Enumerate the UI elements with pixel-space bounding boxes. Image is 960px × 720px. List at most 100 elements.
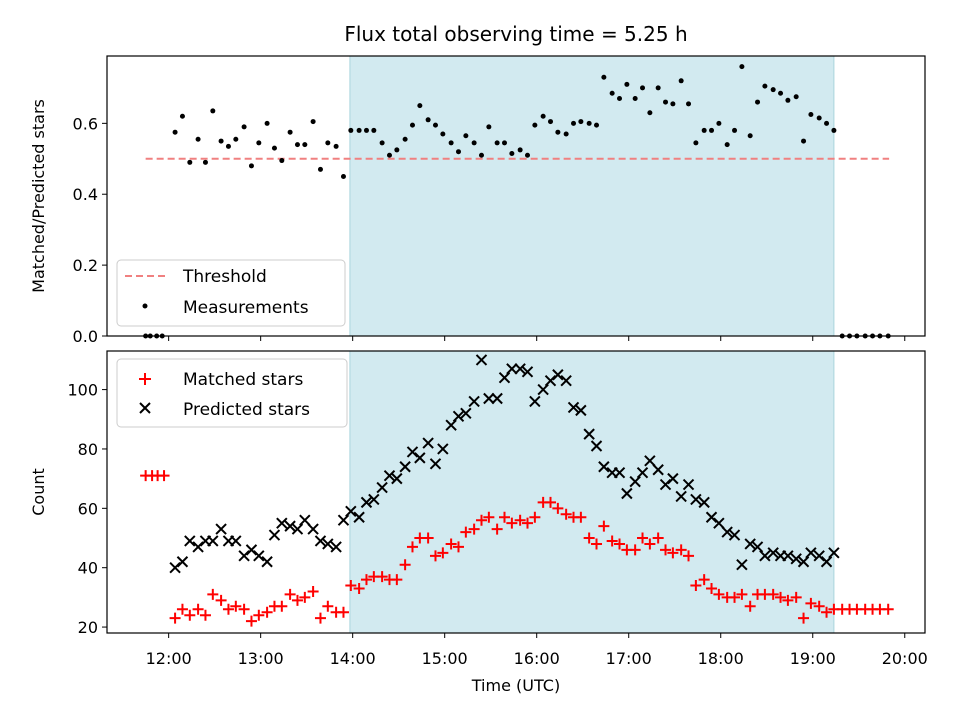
matched-stars-point — [652, 532, 664, 544]
measurements-point — [363, 127, 369, 133]
matched-stars-point — [445, 538, 457, 550]
matched-stars-point — [307, 585, 319, 597]
matched-stars-point — [522, 517, 534, 529]
measurements-point — [670, 101, 676, 107]
measurements-point — [778, 90, 784, 96]
measurements-point — [248, 163, 254, 169]
predicted-stars-point — [698, 496, 710, 509]
measurements-point — [632, 96, 638, 102]
predicted-stars-point — [644, 455, 656, 467]
predicted-stars-point — [736, 559, 748, 571]
measurements-point — [187, 159, 193, 165]
measurements-point — [494, 140, 500, 146]
measurements-point — [816, 115, 822, 121]
measurements-point — [486, 124, 492, 130]
predicted-stars-point — [422, 437, 434, 449]
measurements-point — [241, 124, 247, 130]
bottom-panel-frame — [106, 350, 926, 634]
matched-stars-point — [222, 603, 234, 615]
matched-stars-point — [798, 612, 810, 624]
y-tick-label: 40 — [78, 559, 98, 578]
predicted-stars-point — [337, 514, 350, 526]
matched-stars-point — [675, 544, 687, 556]
predicted-stars-point — [176, 556, 189, 568]
legend-measurements-label: Measurements — [183, 298, 309, 318]
measurements-point — [555, 129, 561, 135]
matched-stars-point — [276, 600, 288, 612]
predicted-stars-point — [345, 505, 357, 518]
matched-stars-point — [238, 603, 250, 615]
matched-stars-point — [790, 591, 802, 603]
bottom-panel-axes: 20 40 60 80 100 — [67, 381, 906, 638]
measurements-point — [678, 78, 684, 84]
measurements-point — [294, 142, 300, 148]
matched-stars-point — [230, 600, 242, 612]
matched-stars-point — [299, 591, 311, 603]
matched-stars-point — [192, 603, 204, 615]
measurements-point — [340, 174, 346, 180]
x-tick-label: 16:00 — [514, 649, 560, 668]
y-tick-label: 60 — [78, 499, 98, 518]
matched-stars-point — [491, 523, 503, 535]
measurements-point — [525, 152, 531, 158]
matched-stars-point — [775, 591, 787, 603]
measurements-point — [762, 83, 768, 89]
predicted-stars-point — [414, 452, 426, 464]
matched-stars-point — [552, 502, 564, 514]
predicted-stars-point — [230, 535, 242, 547]
matched-stars-point — [690, 580, 702, 592]
measurements-point — [571, 120, 577, 126]
predicted-stars-point — [575, 404, 587, 417]
predicted-stars-point — [629, 475, 641, 488]
predicted-stars-point — [820, 556, 833, 568]
matched-stars-point — [660, 544, 672, 556]
y-tick-label: 0.2 — [73, 256, 98, 275]
matched-stars-point — [437, 547, 449, 559]
predicted-stars-point — [284, 520, 296, 532]
predicted-stars-point — [805, 547, 817, 559]
bottom-panel-count: 20 40 60 80 100 Count Matched stars Predicte… — [29, 350, 926, 638]
predicted-stars-point — [169, 561, 181, 574]
matched-stars-point — [291, 594, 303, 606]
predicted-stars-point — [767, 547, 779, 559]
measurements-point — [455, 149, 461, 155]
measurements-point — [578, 119, 584, 125]
x-tick-label: 18:00 — [698, 649, 744, 668]
predicted-stars-point — [391, 472, 403, 485]
measurements-point — [202, 159, 208, 165]
top-panel-frame — [106, 55, 926, 337]
x-tick-label: 12:00 — [146, 649, 192, 668]
matched-stars-point — [391, 574, 403, 586]
matched-stars-point — [598, 520, 610, 532]
chart-title: Flux total observing time = 5.25 h — [344, 22, 687, 46]
measurements-point — [448, 140, 454, 146]
matched-stars-point — [498, 511, 510, 523]
measurements-point — [517, 147, 523, 153]
matched-stars-point — [322, 600, 334, 612]
predicted-stars-point — [460, 407, 472, 420]
measurements-point — [701, 127, 707, 133]
matched-stars-point — [452, 541, 464, 553]
measurements-point — [394, 147, 400, 153]
measurements-point — [172, 129, 178, 135]
predicted-stars-point — [406, 446, 419, 458]
measurements-point — [179, 113, 185, 119]
measurements-point — [594, 122, 600, 128]
predicted-stars-point — [498, 372, 511, 384]
measurements-point — [724, 142, 730, 148]
bottom-panel-ylabel: Count — [29, 468, 48, 516]
y-tick-label: 0.4 — [73, 185, 98, 204]
matched-stars-point — [422, 532, 434, 544]
measurements-point — [225, 143, 231, 149]
measurements-point — [402, 136, 408, 142]
measurements-point — [617, 96, 623, 102]
predicted-stars-point — [514, 363, 526, 375]
predicted-stars-point — [521, 366, 534, 378]
measurements-point — [317, 166, 323, 172]
measurements-point — [609, 90, 615, 96]
predicted-stars-point — [690, 493, 702, 506]
y-tick-label: 100 — [67, 381, 98, 400]
predicted-stars-point — [598, 461, 610, 473]
predicted-stars-point — [261, 556, 273, 568]
predicted-stars-point — [721, 526, 733, 538]
